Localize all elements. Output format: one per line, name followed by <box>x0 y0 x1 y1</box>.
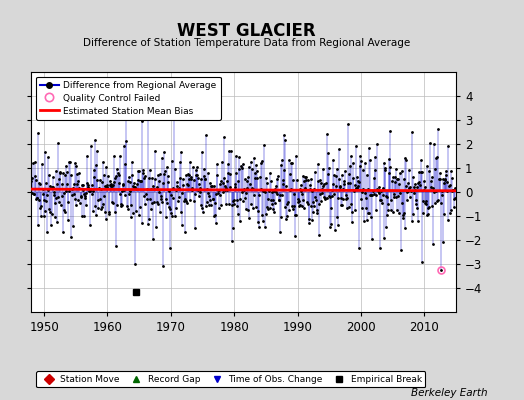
Legend: Station Move, Record Gap, Time of Obs. Change, Empirical Break: Station Move, Record Gap, Time of Obs. C… <box>36 371 425 388</box>
Text: Berkeley Earth: Berkeley Earth <box>411 388 487 398</box>
Text: WEST GLACIER: WEST GLACIER <box>177 22 315 40</box>
Legend: Difference from Regional Average, Quality Control Failed, Estimated Station Mean: Difference from Regional Average, Qualit… <box>36 76 221 120</box>
Text: Difference of Station Temperature Data from Regional Average: Difference of Station Temperature Data f… <box>83 38 410 48</box>
